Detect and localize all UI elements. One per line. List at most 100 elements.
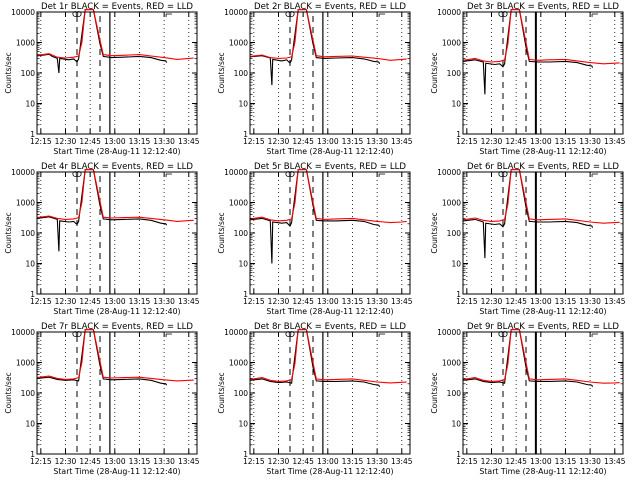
lld-series-line [463, 9, 620, 65]
y-axis-label: Counts/sec [430, 212, 439, 253]
x-tick-label: 12:30 [55, 457, 77, 466]
y-tick-label: 1000 [229, 359, 248, 368]
panel-title: Det 6r BLACK = Events, RED = LLD [467, 162, 619, 172]
series-group [463, 169, 620, 259]
top-marker [165, 13, 173, 17]
panel-title: Det 8r BLACK = Events, RED = LLD [254, 322, 406, 332]
y-tick-label: 100 [234, 229, 249, 238]
axes-frame [462, 11, 624, 135]
panel-det-1: Det 1r BLACK = Events, RED = LLD 1 10 100 10… [4, 2, 200, 156]
x-tick-label: 12:15 [456, 137, 478, 146]
panel-det-6: Det 6r BLACK = Events, RED = LLD 1 10 100 10… [430, 162, 626, 316]
events-series-line [250, 329, 381, 388]
x-tick-label: 12:15 [243, 297, 265, 306]
panel-title: Det 2r BLACK = Events, RED = LLD [254, 2, 406, 12]
x-tick-label: 13:45 [604, 297, 626, 306]
y-tick-label: 10000 [11, 168, 35, 177]
x-tick-label: 12:15 [30, 297, 52, 306]
x-tick-label: 13:00 [104, 457, 126, 466]
panel-det-9: Det 9r BLACK = Events, RED = LLD 1 10 100 10… [430, 322, 626, 476]
events-series-line [37, 329, 168, 386]
y-tick-label: 10000 [224, 8, 248, 17]
events-series-line [250, 169, 381, 264]
x-tick-label: 13:15 [342, 297, 364, 306]
x-tick-label: 12:30 [268, 137, 290, 146]
x-axis-label: Start Time (28-Aug-11 12:12:40) [53, 307, 180, 316]
x-tick-label: 12:45 [292, 297, 314, 306]
x-tick-label: 13:45 [604, 457, 626, 466]
panel-title: Det 7r BLACK = Events, RED = LLD [41, 322, 193, 332]
panel-det-3: Det 3r BLACK = Events, RED = LLD 1 10 100 10… [430, 2, 626, 156]
y-tick-label: 1000 [442, 359, 461, 368]
y-tick-label: 1 [456, 290, 461, 299]
axes-frame [249, 11, 411, 135]
events-series-line [463, 329, 594, 388]
y-axis-label: Counts/sec [217, 212, 226, 253]
x-tick-label: 13:00 [104, 297, 126, 306]
y-tick-label: 100 [21, 69, 36, 78]
y-axis-label: Counts/sec [4, 212, 13, 253]
y-tick-label: 10 [238, 100, 248, 109]
x-tick-label: 13:45 [604, 137, 626, 146]
y-tick-label: 100 [447, 229, 462, 238]
x-axis-label: Start Time (28-Aug-11 12:12:40) [53, 147, 180, 156]
y-tick-label: 10 [25, 100, 35, 109]
lld-series-line [37, 169, 194, 222]
y-tick-label: 1 [456, 130, 461, 139]
lld-series-line [463, 329, 620, 384]
x-tick-label: 12:30 [268, 457, 290, 466]
y-tick-label: 1000 [442, 39, 461, 48]
x-tick-label: 13:30 [579, 457, 601, 466]
series-group [463, 9, 620, 95]
x-axis-label: Start Time (28-Aug-11 12:12:40) [479, 147, 606, 156]
x-tick-label: 13:15 [129, 457, 151, 466]
panel-title: Det 3r BLACK = Events, RED = LLD [467, 2, 619, 12]
series-group [250, 329, 407, 388]
x-tick-label: 13:45 [178, 457, 200, 466]
y-tick-label: 1000 [442, 199, 461, 208]
y-tick-label: 100 [447, 69, 462, 78]
x-tick-label: 13:00 [530, 297, 552, 306]
y-tick-label: 100 [234, 69, 249, 78]
x-tick-label: 13:00 [530, 137, 552, 146]
panel-det-2: Det 2r BLACK = Events, RED = LLD 1 10 100 10… [217, 2, 413, 156]
x-tick-label: 12:45 [79, 457, 101, 466]
series-group [37, 169, 194, 252]
x-tick-label: 13:45 [391, 297, 413, 306]
y-tick-label: 10000 [224, 328, 248, 337]
top-marker [378, 333, 386, 337]
x-tick-label: 13:30 [366, 457, 388, 466]
x-tick-label: 13:45 [391, 137, 413, 146]
y-tick-label: 10 [25, 260, 35, 269]
y-tick-label: 1 [30, 290, 35, 299]
x-tick-label: 13:30 [153, 297, 175, 306]
top-marker [591, 13, 599, 17]
x-tick-label: 13:00 [530, 457, 552, 466]
x-tick-label: 12:15 [30, 457, 52, 466]
x-tick-label: 13:15 [555, 297, 577, 306]
y-axis-label: Counts/sec [217, 372, 226, 413]
x-tick-label: 13:30 [579, 297, 601, 306]
axes-frame [36, 331, 198, 455]
y-axis-label: Counts/sec [4, 372, 13, 413]
x-axis-label: Start Time (28-Aug-11 12:12:40) [266, 307, 393, 316]
series-group [463, 329, 620, 388]
x-tick-label: 13:15 [129, 137, 151, 146]
x-axis-label: Start Time (28-Aug-11 12:12:40) [479, 307, 606, 316]
y-tick-label: 10 [238, 420, 248, 429]
y-tick-label: 1000 [16, 39, 35, 48]
x-tick-label: 13:30 [153, 457, 175, 466]
x-tick-label: 12:30 [268, 297, 290, 306]
y-tick-label: 1 [30, 130, 35, 139]
panel-det-8: Det 8r BLACK = Events, RED = LLD 1 10 100 10… [217, 322, 413, 476]
x-tick-label: 12:30 [55, 137, 77, 146]
x-tick-label: 12:45 [505, 457, 527, 466]
x-tick-label: 12:30 [481, 297, 503, 306]
y-tick-label: 10 [451, 260, 461, 269]
x-tick-label: 12:45 [505, 137, 527, 146]
x-tick-label: 12:15 [456, 457, 478, 466]
panel-det-5: Det 5r BLACK = Events, RED = LLD 1 10 100 10… [217, 162, 413, 316]
y-tick-label: 10000 [11, 8, 35, 17]
